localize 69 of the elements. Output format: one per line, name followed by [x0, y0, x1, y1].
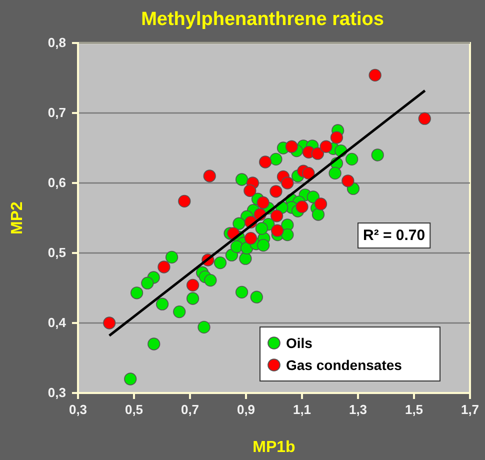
point: [255, 222, 268, 235]
point: [259, 156, 272, 168]
point: [342, 174, 354, 188]
point: [311, 147, 324, 160]
point: [158, 260, 170, 274]
y-tick-label: 0,6: [48, 175, 66, 190]
point: [214, 256, 227, 270]
point: [271, 224, 284, 237]
x-tick-label: 0,3: [68, 402, 88, 418]
point: [256, 196, 270, 209]
point: [204, 274, 217, 287]
chart-title: Methylphenanthrene ratios: [141, 9, 384, 30]
point: [148, 338, 160, 350]
point: [270, 152, 282, 166]
legend-label: Gas condensates: [286, 357, 402, 373]
point: [244, 184, 256, 198]
y-axis-title: MP2: [9, 201, 26, 234]
point: [130, 286, 144, 300]
point: [235, 173, 248, 186]
y-tick-label: 0,7: [48, 105, 66, 120]
point: [141, 276, 154, 290]
point: [250, 290, 263, 304]
y-tick-label: 0,3: [48, 385, 66, 400]
point: [178, 194, 191, 208]
point: [302, 166, 315, 180]
y-tick-label: 0,8: [48, 35, 66, 50]
point: [296, 200, 308, 214]
point: [235, 286, 248, 299]
point: [281, 176, 294, 190]
point: [330, 131, 344, 144]
point: [418, 112, 431, 125]
point: [156, 298, 169, 310]
point: [186, 278, 200, 292]
point: [257, 238, 270, 252]
point: [371, 148, 384, 162]
point: [306, 190, 320, 204]
x-tick-label: 1,3: [348, 402, 368, 418]
point: [244, 232, 258, 245]
point: [239, 252, 252, 265]
y-tick-label: 0,4: [48, 315, 67, 330]
point: [124, 372, 137, 386]
point: [328, 166, 342, 180]
point: [281, 228, 294, 242]
point: [320, 140, 332, 153]
point: [270, 210, 284, 222]
x-tick-label: 0,9: [236, 402, 256, 418]
x-tick-label: 0,7: [180, 402, 200, 418]
point: [103, 316, 116, 330]
point: [198, 320, 210, 334]
point: [230, 240, 244, 254]
y-tick-label: 0,5: [48, 245, 66, 260]
point: [173, 305, 186, 318]
x-tick-label: 1,7: [460, 402, 480, 418]
point: [314, 198, 328, 210]
point: [285, 140, 298, 153]
point: [368, 68, 382, 82]
x-tick-label: 1,5: [404, 402, 424, 418]
point: [203, 170, 216, 182]
point: [165, 250, 178, 264]
point: [232, 217, 246, 230]
point: [186, 292, 200, 305]
x-tick-label: 1,1: [292, 402, 312, 418]
point: [346, 152, 358, 166]
x-tick-label: 0,5: [124, 402, 144, 418]
legend-label: Oils: [286, 335, 313, 351]
annotation: R² = 0.70: [363, 227, 426, 244]
point: [270, 185, 282, 198]
point: [312, 208, 325, 221]
x-axis-title: MP1b: [252, 439, 296, 456]
